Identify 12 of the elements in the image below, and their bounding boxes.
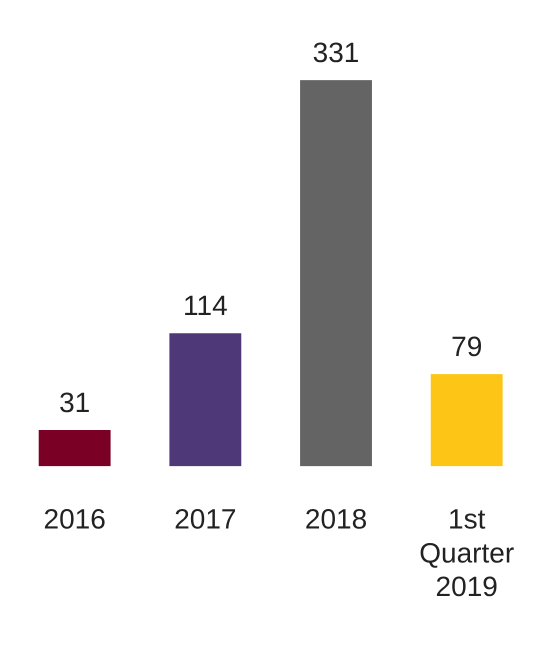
bar	[38, 430, 111, 466]
data-label: 331	[312, 36, 360, 68]
x-tick-label: 2016	[44, 504, 106, 535]
bar	[430, 374, 503, 466]
data-label: 79	[451, 330, 482, 362]
data-label: 31	[59, 386, 90, 418]
data-label: 114	[183, 290, 228, 321]
x-tick-label: 2018	[304, 504, 368, 535]
x-tick-label: 1st Quarter 2019	[419, 504, 514, 602]
x-tick-label: 2017	[174, 504, 236, 535]
bar	[169, 333, 242, 466]
bar	[300, 80, 372, 466]
